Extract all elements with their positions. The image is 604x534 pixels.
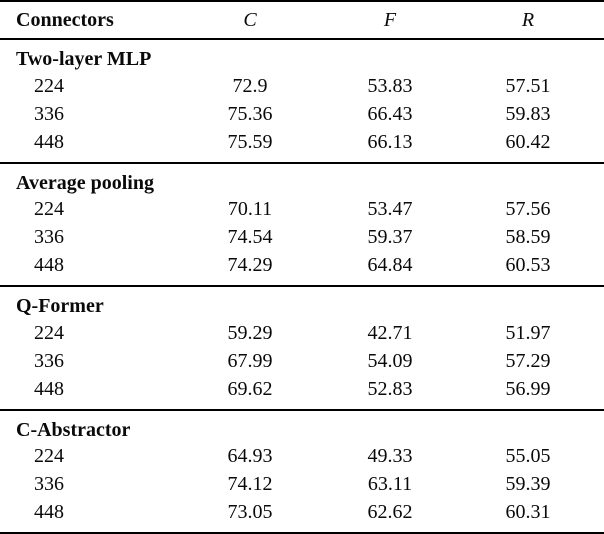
section-two-layer-mlp: Two-layer MLP 224 72.9 53.83 57.51 336 7… (0, 39, 604, 163)
cell-value: 74.54 (227, 226, 273, 248)
row-label: 224 (34, 198, 64, 220)
col-header-f: F (328, 1, 452, 40)
cell-value: 59.83 (505, 102, 551, 125)
cell-value: 60.31 (505, 501, 551, 523)
row-label: 336 (34, 473, 64, 495)
cell-value: 60.42 (505, 130, 551, 153)
cell-value: 51.97 (505, 321, 551, 344)
table-row: 448 74.29 64.84 60.53 (0, 252, 604, 287)
cell-value: 54.09 (367, 349, 413, 372)
table-header: Connectors C F R (0, 1, 604, 40)
table-row: 224 72.9 53.83 57.51 (0, 72, 604, 100)
cell-value: 52.83 (367, 377, 413, 400)
cell-value: 59.29 (227, 321, 273, 344)
section-title: Q-Former (16, 295, 104, 317)
cell-value: 74.12 (227, 473, 273, 495)
row-label: 336 (34, 226, 64, 248)
row-label: 448 (34, 254, 64, 276)
cell-value: 58.59 (505, 226, 551, 248)
section-title: C-Abstractor (16, 418, 131, 441)
section-header-row: C-Abstractor (0, 410, 604, 443)
col-header-c: C (172, 1, 328, 40)
section-header-row: Average pooling (0, 163, 604, 196)
cell-value: 69.62 (227, 377, 273, 400)
cell-value: 66.43 (367, 102, 413, 125)
row-label: 224 (34, 321, 64, 344)
table-row: 336 75.36 66.43 59.83 (0, 100, 604, 128)
table-row: 336 74.54 59.37 58.59 (0, 224, 604, 252)
cell-value: 53.47 (367, 198, 413, 220)
cell-value: 56.99 (505, 377, 551, 400)
cell-value: 57.29 (505, 349, 551, 372)
cell-value: 73.05 (227, 501, 273, 523)
table-row: 448 75.59 66.13 60.42 (0, 128, 604, 163)
section-average-pooling: Average pooling 224 70.11 53.47 57.56 33… (0, 162, 604, 287)
table-row: 224 70.11 53.47 57.56 (0, 196, 604, 224)
cell-value: 62.62 (367, 501, 413, 523)
row-label: 224 (34, 74, 64, 97)
cell-value: 72.9 (232, 74, 268, 97)
table-row: 448 73.05 62.62 60.31 (0, 499, 604, 534)
col-header-r: R (452, 1, 604, 40)
cell-value: 59.39 (505, 473, 551, 495)
cell-value: 66.13 (367, 130, 413, 153)
section-q-former: Q-Former 224 59.29 42.71 51.97 336 67.99… (0, 286, 604, 410)
cell-value: 70.11 (227, 198, 273, 220)
section-header-row: Q-Former (0, 286, 604, 319)
cell-value: 64.84 (367, 254, 413, 276)
col-header-connectors: Connectors (0, 1, 172, 40)
cell-value: 75.59 (227, 130, 273, 153)
row-label: 224 (34, 445, 64, 467)
header-row: Connectors C F R (0, 1, 604, 40)
cell-value: 42.71 (367, 321, 413, 344)
row-label: 448 (34, 130, 64, 153)
table-row: 336 74.12 63.11 59.39 (0, 471, 604, 499)
table-row: 448 69.62 52.83 56.99 (0, 375, 604, 410)
cell-value: 60.53 (505, 254, 551, 276)
cell-value: 57.51 (505, 74, 551, 97)
table-row: 224 59.29 42.71 51.97 (0, 319, 604, 347)
section-title: Two-layer MLP (16, 48, 152, 70)
section-c-abstractor: C-Abstractor 224 64.93 49.33 55.05 336 7… (0, 409, 604, 534)
cell-value: 74.29 (227, 254, 273, 276)
table-row: 336 67.99 54.09 57.29 (0, 347, 604, 375)
cell-value: 63.11 (367, 473, 413, 495)
section-header-row: Two-layer MLP (0, 39, 604, 72)
row-label: 448 (34, 501, 64, 523)
section-title: Average pooling (16, 171, 154, 194)
cell-value: 57.56 (505, 198, 551, 220)
cell-value: 49.33 (367, 445, 413, 467)
cell-value: 53.83 (367, 74, 413, 97)
cell-value: 75.36 (227, 102, 273, 125)
row-label: 336 (34, 102, 64, 125)
row-label: 448 (34, 377, 64, 400)
cell-value: 55.05 (505, 445, 551, 467)
cell-value: 59.37 (367, 226, 413, 248)
row-label: 336 (34, 349, 64, 372)
cell-value: 67.99 (227, 349, 273, 372)
cell-value: 64.93 (227, 445, 273, 467)
table-row: 224 64.93 49.33 55.05 (0, 443, 604, 471)
